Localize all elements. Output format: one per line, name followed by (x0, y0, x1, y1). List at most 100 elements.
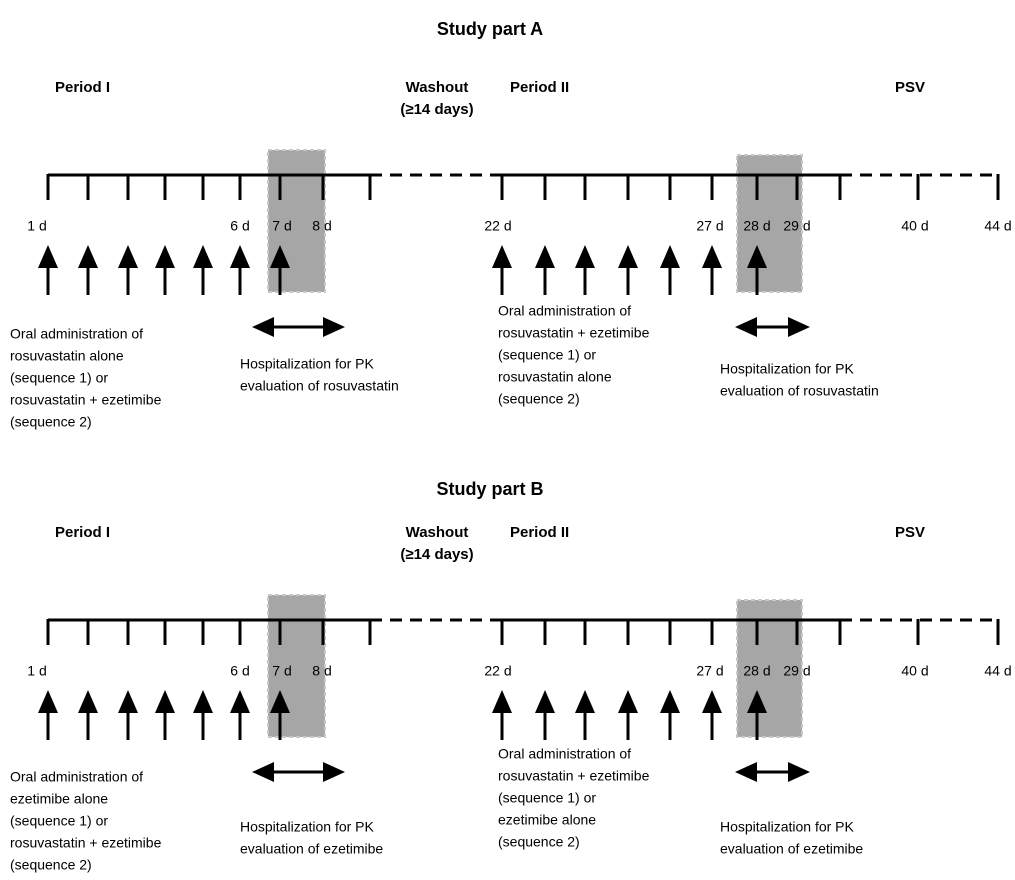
dose-arrow-head (618, 245, 638, 268)
note-text: Hospitalization for PK (720, 819, 855, 835)
stay-arrow-head (323, 317, 345, 337)
dose-arrow-head (270, 245, 290, 268)
dose-arrow-head (492, 245, 512, 268)
note-text: Oral administration of (498, 303, 631, 319)
note-text: rosuvastatin + ezetimibe (498, 768, 650, 784)
note-text: Hospitalization for PK (720, 361, 855, 377)
stay-arrow-head (735, 762, 757, 782)
note-text: Oral administration of (10, 769, 143, 785)
note-text: (sequence 2) (498, 834, 580, 850)
dose-arrow-head (747, 245, 767, 268)
day-label: 28 d (743, 663, 770, 679)
note-text: rosuvastatin + ezetimibe (10, 392, 162, 408)
stay-arrow-head (788, 317, 810, 337)
note-text: rosuvastatin alone (10, 348, 124, 364)
day-label: 1 d (27, 663, 46, 679)
dose-arrow-head (155, 245, 175, 268)
note-text: rosuvastatin + ezetimibe (10, 835, 162, 851)
day-label: 27 d (696, 218, 723, 234)
period-label: PSV (895, 524, 925, 541)
day-label: 44 d (984, 218, 1011, 234)
hospital-box (736, 599, 803, 738)
note-text: (sequence 2) (10, 414, 92, 430)
dose-arrow-head (38, 690, 58, 713)
dose-arrow-head (575, 245, 595, 268)
stay-arrow-head (323, 762, 345, 782)
note-text: rosuvastatin + ezetimibe (498, 325, 650, 341)
day-label: 27 d (696, 663, 723, 679)
period-label: Period I (55, 524, 110, 541)
period-label: (≥14 days) (400, 101, 473, 118)
note-text: Hospitalization for PK (240, 819, 375, 835)
period-label: Period I (55, 79, 110, 96)
period-label: (≥14 days) (400, 546, 473, 563)
period-label: Period II (510, 79, 569, 96)
day-label: 22 d (484, 663, 511, 679)
dose-arrow-head (702, 245, 722, 268)
dose-arrow-head (660, 690, 680, 713)
note-text: (sequence 1) or (498, 790, 596, 806)
dose-arrow-head (270, 690, 290, 713)
study-part: Study part B Period I Washout (≥14 days) Per… (10, 479, 1012, 873)
period-label: PSV (895, 79, 925, 96)
note-text: evaluation of rosuvastatin (240, 378, 399, 394)
part-title: Study part A (437, 19, 543, 39)
day-label: 44 d (984, 663, 1011, 679)
period-label: Period II (510, 524, 569, 541)
day-label: 6 d (230, 218, 249, 234)
dose-arrow-head (78, 245, 98, 268)
study-part: Study part A Period I Washout (≥14 days) Per… (10, 19, 1012, 430)
dose-arrow-head (575, 690, 595, 713)
day-label: 8 d (312, 218, 331, 234)
note-text: evaluation of rosuvastatin (720, 383, 879, 399)
dose-arrow-head (230, 690, 250, 713)
dose-arrow-head (118, 690, 138, 713)
note-text: Oral administration of (10, 326, 143, 342)
note-text: (sequence 2) (498, 391, 580, 407)
dose-arrow-head (78, 690, 98, 713)
note-text: (sequence 1) or (10, 370, 108, 386)
part-title: Study part B (436, 479, 543, 499)
stay-arrow-head (252, 317, 274, 337)
day-label: 22 d (484, 218, 511, 234)
day-label: 7 d (272, 218, 291, 234)
day-label: 7 d (272, 663, 291, 679)
dose-arrow-head (535, 690, 555, 713)
day-label: 8 d (312, 663, 331, 679)
note-text: Oral administration of (498, 746, 631, 762)
day-label: 29 d (783, 663, 810, 679)
note-text: evaluation of ezetimibe (240, 841, 383, 857)
day-label: 6 d (230, 663, 249, 679)
dose-arrow-head (193, 690, 213, 713)
dose-arrow-head (618, 690, 638, 713)
dose-arrow-head (118, 245, 138, 268)
dose-arrow-head (155, 690, 175, 713)
dose-arrow-head (660, 245, 680, 268)
day-label: 28 d (743, 218, 770, 234)
period-label: Washout (406, 524, 469, 541)
day-label: 29 d (783, 218, 810, 234)
period-label: Washout (406, 79, 469, 96)
stay-arrow-head (788, 762, 810, 782)
stay-arrow-head (735, 317, 757, 337)
note-text: rosuvastatin alone (498, 369, 612, 385)
note-text: evaluation of ezetimibe (720, 841, 863, 857)
day-label: 1 d (27, 218, 46, 234)
dose-arrow-head (230, 245, 250, 268)
note-text: ezetimibe alone (10, 791, 108, 807)
stay-arrow-head (252, 762, 274, 782)
note-text: (sequence 1) or (10, 813, 108, 829)
dose-arrow-head (535, 245, 555, 268)
day-label: 40 d (901, 663, 928, 679)
dose-arrow-head (702, 690, 722, 713)
dose-arrow-head (193, 245, 213, 268)
note-text: ezetimibe alone (498, 812, 596, 828)
hospital-box (736, 154, 803, 293)
note-text: (sequence 1) or (498, 347, 596, 363)
dose-arrow-head (492, 690, 512, 713)
note-text: (sequence 2) (10, 857, 92, 873)
day-label: 40 d (901, 218, 928, 234)
note-text: Hospitalization for PK (240, 356, 375, 372)
dose-arrow-head (38, 245, 58, 268)
